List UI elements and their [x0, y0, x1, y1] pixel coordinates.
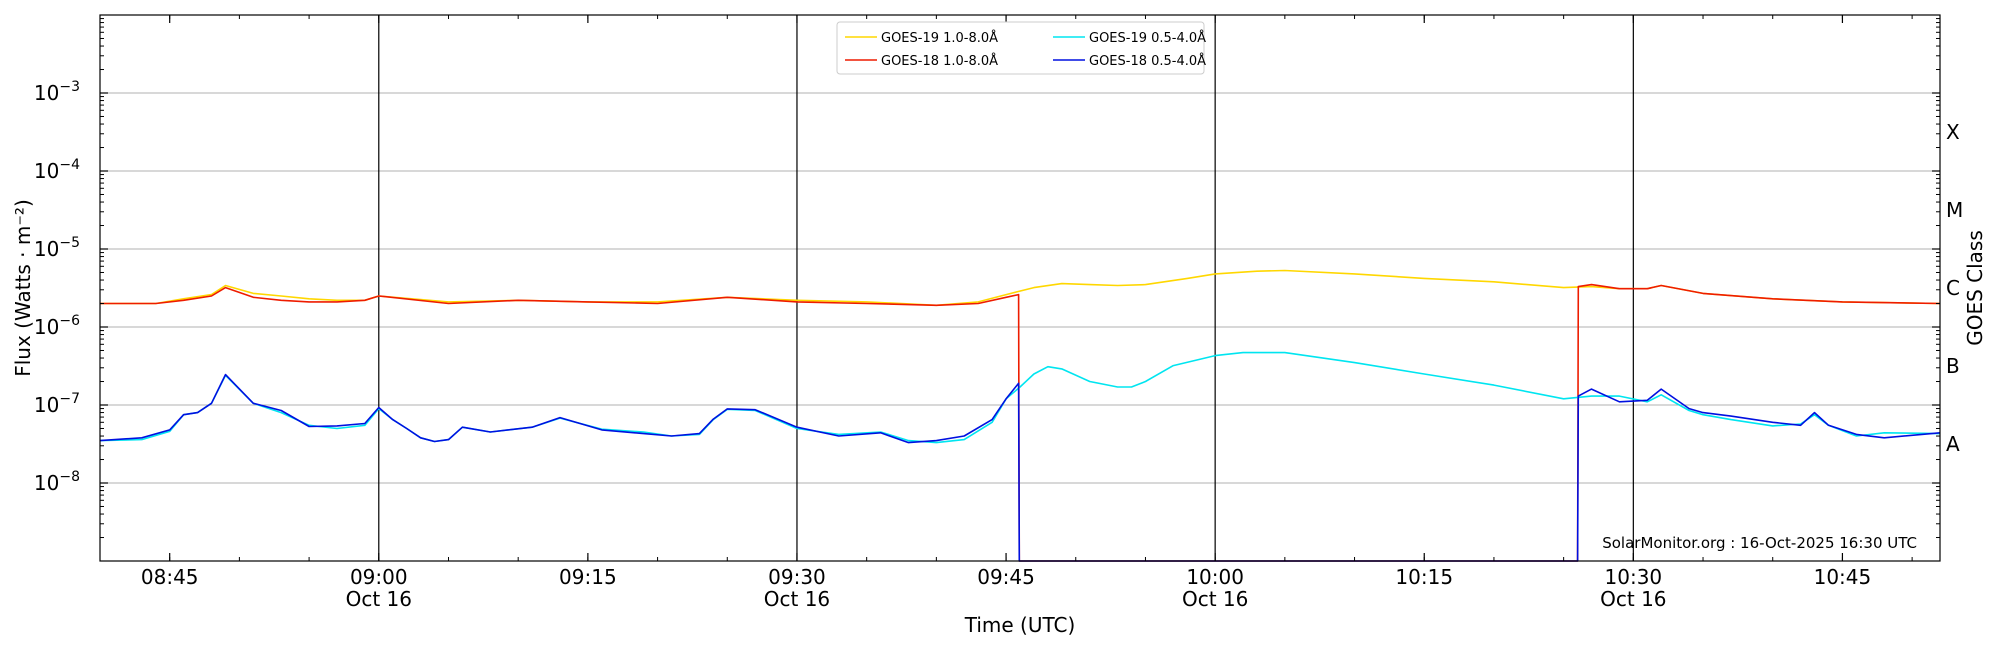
legend-label: GOES-19 1.0-8.0Å: [881, 30, 998, 46]
x-tick-label: 10:15: [1395, 565, 1453, 589]
x-tick-label: 10:30: [1605, 565, 1663, 589]
y-tick-label: 10−4: [34, 157, 80, 183]
x-tick-label: 10:45: [1814, 565, 1872, 589]
goes-class-label: C: [1946, 276, 1960, 300]
x-tick-sublabel: Oct 16: [1600, 587, 1666, 611]
legend-entries: GOES-19 1.0-8.0Å GOES-18 1.0-8.0Å GOES-19 …: [845, 30, 1206, 69]
legend-label: GOES-18 0.5-4.0Å: [1089, 53, 1206, 69]
series-line-3: [99, 351, 1941, 444]
x-tick-sublabel: Oct 16: [764, 587, 830, 611]
goes-class-labels: A B C M X: [1946, 120, 1963, 456]
x-tick-sublabel: Oct 16: [346, 587, 412, 611]
series-line-1: [100, 269, 1941, 307]
goes-class-label: B: [1946, 354, 1960, 378]
y-tick-label: 10−6: [34, 313, 80, 339]
goes-class-label: A: [1946, 432, 1960, 456]
y-axis-label: Flux (Watts · m⁻²): [11, 199, 35, 377]
y-tick-label: 10−3: [34, 79, 80, 105]
legend-box: [836, 21, 1205, 75]
x-tick-sublabel: Oct 16: [1182, 587, 1248, 611]
x-tick-label: 08:45: [141, 565, 199, 589]
goes-class-label: M: [1946, 198, 1963, 222]
x-axis-label: Time (UTC): [964, 613, 1076, 637]
x-tick-label: 09:15: [559, 565, 617, 589]
x-tick-label: 09:45: [977, 565, 1035, 589]
flux-series: [99, 269, 1941, 562]
x-tick-label: 09:00: [350, 565, 408, 589]
plot-frame: [100, 15, 1940, 561]
x-tick-label: 09:30: [768, 565, 826, 589]
y-axis-ticks: 10−8 10−7 10−6 10−5 10−4 10−3: [34, 18, 1940, 539]
credit-text: SolarMonitor.org : 16-Oct-2025 16:30 UTC: [1602, 534, 1917, 552]
y-tick-label: 10−5: [34, 235, 80, 261]
series-line-4: [99, 373, 1941, 562]
legend: GOES-19 1.0-8.0Å GOES-18 1.0-8.0Å GOES-19 …: [836, 21, 1206, 75]
goes-class-label: X: [1946, 120, 1960, 144]
y2-axis-label: GOES Class: [1963, 230, 1987, 346]
plot-border: [99, 14, 1941, 562]
legend-label: GOES-18 1.0-8.0Å: [881, 53, 998, 69]
y-tick-label: 10−7: [34, 391, 80, 417]
x-tick-label: 10:00: [1186, 565, 1244, 589]
y-tick-label: 10−8: [34, 469, 80, 495]
series-line-2: [100, 283, 1941, 562]
legend-label: GOES-19 0.5-4.0Å: [1089, 30, 1206, 46]
